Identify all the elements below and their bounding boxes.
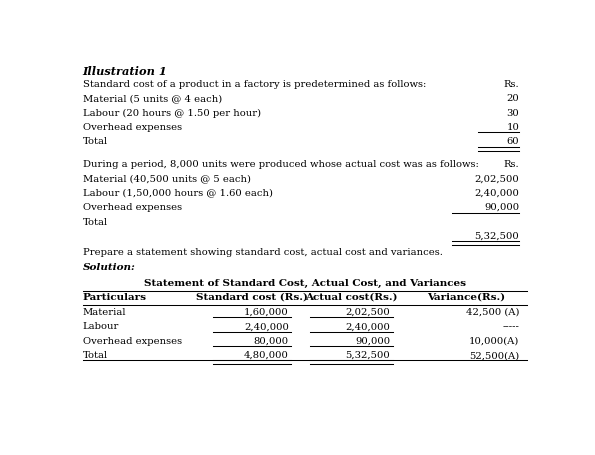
Text: Material: Material [83,307,126,316]
Text: Total: Total [83,217,108,226]
Text: Overhead expenses: Overhead expenses [83,202,182,212]
Text: 80,000: 80,000 [253,336,289,345]
Text: Illustration 1: Illustration 1 [83,66,167,77]
Text: Statement of Standard Cost, Actual Cost, and Variances: Statement of Standard Cost, Actual Cost,… [144,278,466,287]
Text: 5,32,500: 5,32,500 [475,232,519,240]
Text: Material (40,500 units @ 5 each): Material (40,500 units @ 5 each) [83,174,250,183]
Text: 20: 20 [506,94,519,103]
Text: Overhead expenses: Overhead expenses [83,123,182,131]
Text: During a period, 8,000 units were produced whose actual cost was as follows:: During a period, 8,000 units were produc… [83,159,478,168]
Text: 60: 60 [507,137,519,146]
Text: 2,02,500: 2,02,500 [475,174,519,183]
Text: Variance(Rs.): Variance(Rs.) [427,292,505,301]
Text: Labour (20 hours @ 1.50 per hour): Labour (20 hours @ 1.50 per hour) [83,108,261,117]
Text: Labour (1,50,000 hours @ 1.60 each): Labour (1,50,000 hours @ 1.60 each) [83,188,273,197]
Text: Material (5 units @ 4 each): Material (5 units @ 4 each) [83,94,222,103]
Text: 42,500 (A): 42,500 (A) [466,307,519,316]
Text: 90,000: 90,000 [484,202,519,212]
Text: 2,40,000: 2,40,000 [345,322,390,330]
Text: 5,32,500: 5,32,500 [346,350,390,359]
Text: Particulars: Particulars [83,292,147,301]
Text: Total: Total [83,137,108,146]
Text: 1,60,000: 1,60,000 [244,307,289,316]
Text: Overhead expenses: Overhead expenses [83,336,182,345]
Text: Rs.: Rs. [504,159,519,168]
Text: 2,40,000: 2,40,000 [244,322,289,330]
Text: Standard cost (Rs.): Standard cost (Rs.) [196,292,308,301]
Text: Prepare a statement showing standard cost, actual cost and variances.: Prepare a statement showing standard cos… [83,248,443,256]
Text: -----: ----- [503,322,519,330]
Text: 4,80,000: 4,80,000 [244,350,289,359]
Text: Solution:: Solution: [83,263,136,272]
Text: Standard cost of a product in a factory is predetermined as follows:: Standard cost of a product in a factory … [83,80,426,88]
Text: Actual cost(Rs.): Actual cost(Rs.) [305,292,397,301]
Text: 90,000: 90,000 [355,336,390,345]
Text: 2,40,000: 2,40,000 [474,188,519,197]
Text: 10: 10 [506,123,519,131]
Text: Rs.: Rs. [504,80,519,88]
Text: 30: 30 [506,108,519,117]
Text: 2,02,500: 2,02,500 [346,307,390,316]
Text: Labour: Labour [83,322,119,330]
Text: 10,000(A): 10,000(A) [469,336,519,345]
Text: 52,500(A): 52,500(A) [469,350,519,359]
Text: Total: Total [83,350,108,359]
